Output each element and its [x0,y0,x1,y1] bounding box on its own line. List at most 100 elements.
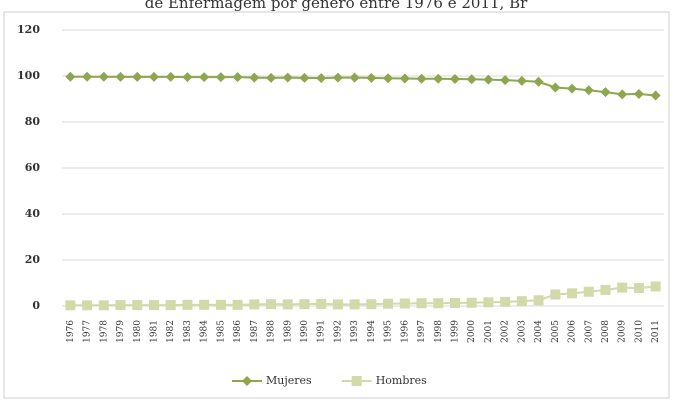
x-tick-label: 1986 [233,320,243,343]
y-tick-label: 80 [25,115,41,128]
x-tick-label: 2011 [651,320,661,343]
point [299,299,310,310]
y-tick-label: 100 [17,69,40,82]
legend-label: Hombres [376,374,427,387]
point [399,298,410,309]
point [633,88,644,99]
x-tick-label: 2004 [534,320,544,343]
x-tick-label: 2001 [484,320,494,343]
point [316,73,327,84]
chart-title: de Enfermagem por gênero entre 1976 e 20… [145,0,528,12]
point [215,299,226,310]
point [282,72,293,83]
point [351,376,362,386]
point [349,299,360,310]
point [165,300,176,311]
point [332,72,343,83]
x-tick-label: 1989 [283,320,293,343]
point [199,72,210,83]
point [483,297,494,308]
x-tick-label: 2007 [584,320,594,343]
y-tick-label: 0 [32,299,40,312]
x-tick-label: 2003 [517,320,527,343]
x-tick-label: 1992 [333,320,343,343]
point [249,299,260,310]
point [282,299,293,310]
point [617,282,628,293]
point [349,72,360,83]
point [316,298,327,309]
y-tick-label: 20 [25,253,41,266]
x-tick-label: 1988 [267,320,277,343]
point [383,73,394,84]
x-tick-label: 1999 [450,320,460,343]
x-tick-label: 1976 [66,320,76,343]
point [115,71,126,82]
point [600,87,611,98]
y-tick-label: 60 [25,161,41,174]
x-tick-label: 2009 [618,320,628,343]
point [617,89,628,100]
point [567,288,578,299]
point [148,300,159,311]
x-tick-label: 1990 [300,320,310,343]
point [65,300,76,311]
point [232,72,243,83]
point [148,71,159,82]
point [132,71,143,82]
legend-label: Mujeres [266,374,312,387]
point [115,300,126,311]
point [98,71,109,82]
point [366,299,377,310]
x-tick-label: 1979 [116,320,126,343]
point [433,73,444,84]
point [550,289,561,300]
point [466,297,477,308]
x-tick-label: 1977 [83,320,93,343]
point [567,83,578,94]
x-tick-label: 1997 [417,320,427,343]
point [650,90,661,101]
point [65,71,76,82]
point [466,74,477,85]
point [182,299,193,310]
point [249,72,260,83]
point [416,298,427,309]
x-tick-label: 1985 [216,320,226,343]
y-tick-label: 120 [17,23,40,36]
x-tick-label: 1981 [149,320,159,343]
point [266,72,277,83]
x-tick-label: 1995 [384,320,394,343]
y-tick-label: 40 [25,207,41,220]
point [449,298,460,309]
point [583,85,594,96]
point [199,299,210,310]
x-tick-label: 1993 [350,320,360,343]
point [583,286,594,297]
point [242,376,252,386]
x-tick-label: 1998 [434,320,444,343]
point [633,283,644,294]
x-tick-label: 1984 [200,320,210,343]
point [215,72,226,83]
point [483,74,494,85]
point [383,298,394,309]
x-tick-label: 1982 [166,320,176,343]
point [533,295,544,306]
x-tick-label: 1991 [317,320,327,343]
x-tick-label: 2005 [551,320,561,343]
point [299,72,310,83]
point [132,300,143,311]
x-tick-label: 1987 [250,320,260,343]
x-tick-label: 1994 [367,320,377,343]
point [516,296,527,307]
point [399,73,410,84]
point [232,299,243,310]
point [82,300,93,311]
x-tick-label: 2002 [501,320,511,343]
point [550,82,561,93]
x-tick-label: 2000 [467,320,477,343]
x-tick-label: 1983 [183,320,193,343]
point [516,75,527,86]
